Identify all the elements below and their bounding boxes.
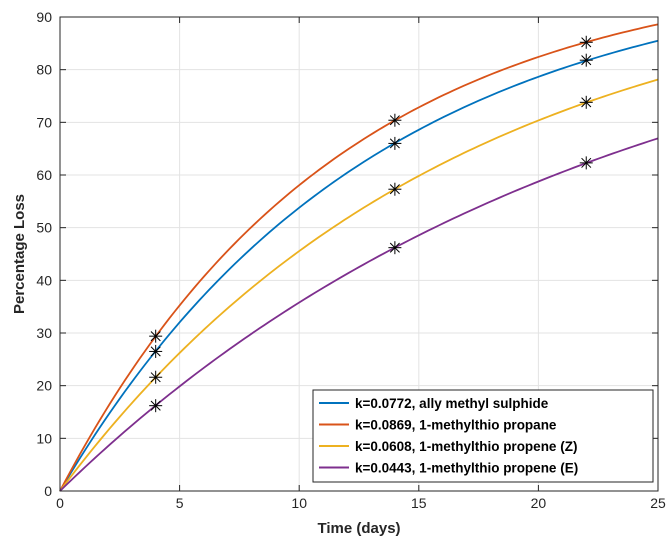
legend-entry-label: k=0.0608, 1-methylthio propene (Z) [355, 439, 577, 454]
data-point-marker [388, 113, 402, 127]
y-axis-label: Percentage Loss [11, 194, 28, 314]
series-curve [59, 39, 659, 492]
data-point-marker [388, 182, 402, 196]
data-point-marker [579, 35, 593, 49]
data-point-marker [579, 95, 593, 109]
plot-frame [59, 16, 659, 492]
legend-entry-label: k=0.0869, 1-methylthio propane [355, 418, 557, 433]
legend-entry-label: k=0.0443, 1-methylthio propene (E) [355, 461, 578, 476]
x-tick-label: 25 [650, 495, 666, 511]
y-tick-label: 30 [36, 325, 52, 341]
y-tick-label: 70 [36, 114, 52, 130]
y-tick-label: 20 [36, 378, 52, 394]
x-tick-label: 0 [56, 495, 64, 511]
legend-box [312, 389, 654, 483]
x-tick-label: 5 [176, 495, 184, 511]
y-tick-label: 40 [36, 272, 52, 288]
y-tick-label: 80 [36, 62, 52, 78]
y-tick-label: 50 [36, 220, 52, 236]
x-tick-label: 20 [531, 495, 547, 511]
legend-entry-label: k=0.0772, ally methyl sulphide [355, 396, 549, 411]
data-point-marker [579, 53, 593, 67]
y-tick-label: 10 [36, 430, 52, 446]
series-curve [59, 23, 659, 492]
x-tick-label: 10 [291, 495, 307, 511]
axis-ticks: 0 5 10 15 20 25 0 10 20 30 40 50 60 70 80 90 [36, 9, 666, 511]
series-markers [149, 35, 593, 413]
y-tick-label: 90 [36, 9, 52, 25]
legend: k=0.0772, ally methyl sulphide k=0.0869, … [312, 389, 654, 483]
data-point-marker [149, 329, 163, 343]
grid [60, 17, 658, 491]
data-point-marker [149, 370, 163, 384]
data-point-marker [388, 241, 402, 255]
data-point-marker [149, 344, 163, 358]
x-tick-label: 15 [411, 495, 427, 511]
x-axis-label: Time (days) [317, 520, 400, 537]
data-point-marker [149, 399, 163, 413]
y-tick-label: 0 [44, 483, 52, 499]
data-point-marker [388, 136, 402, 150]
y-tick-label: 60 [36, 167, 52, 183]
data-point-marker [579, 156, 593, 170]
